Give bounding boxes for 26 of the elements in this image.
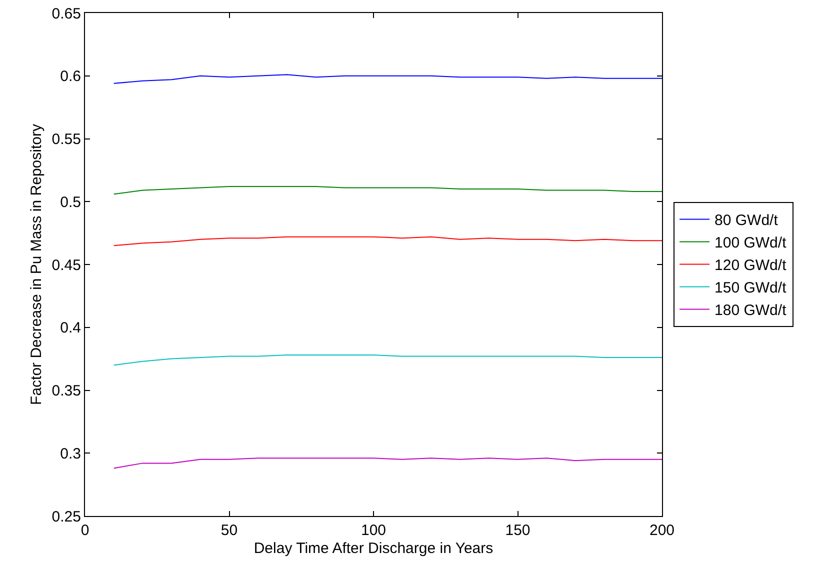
x-tick-label: 100	[360, 522, 386, 539]
x-tick-label: 0	[80, 522, 90, 539]
x-tick-label: 200	[649, 522, 675, 539]
legend-label: 100 GWd/t	[714, 234, 788, 252]
y-tick-label: 0.65	[52, 5, 81, 22]
legend-label: 80 GWd/t	[714, 212, 779, 230]
x-axis-title: Delay Time After Discharge in Years	[254, 540, 494, 557]
line-series	[113, 354, 662, 366]
legend-label: 150 GWd/t	[714, 280, 788, 297]
y-axis-title: Factor Decrease in Pu Mass in Repository	[28, 124, 46, 405]
legend-label: 120 GWd/t	[714, 257, 788, 274]
y-tick-label: 0.55	[52, 131, 81, 148]
y-tick-label: 0.35	[52, 382, 81, 400]
y-tick-label: 0.25	[52, 508, 81, 526]
x-tick-label: 50	[220, 522, 238, 539]
y-tick-label: 0.4	[60, 320, 81, 337]
y-tick-label: 0.5	[60, 194, 81, 211]
y-tick-label: 0.3	[60, 445, 81, 462]
y-tick-label: 0.45	[52, 256, 81, 274]
x-tick-label: 150	[505, 522, 530, 539]
y-tick-label: 0.6	[60, 68, 81, 86]
line-series	[113, 186, 662, 195]
line-series	[113, 236, 662, 246]
line-series	[113, 74, 662, 84]
line-series	[113, 458, 662, 469]
legend-label: 180 GWd/t	[714, 302, 788, 320]
